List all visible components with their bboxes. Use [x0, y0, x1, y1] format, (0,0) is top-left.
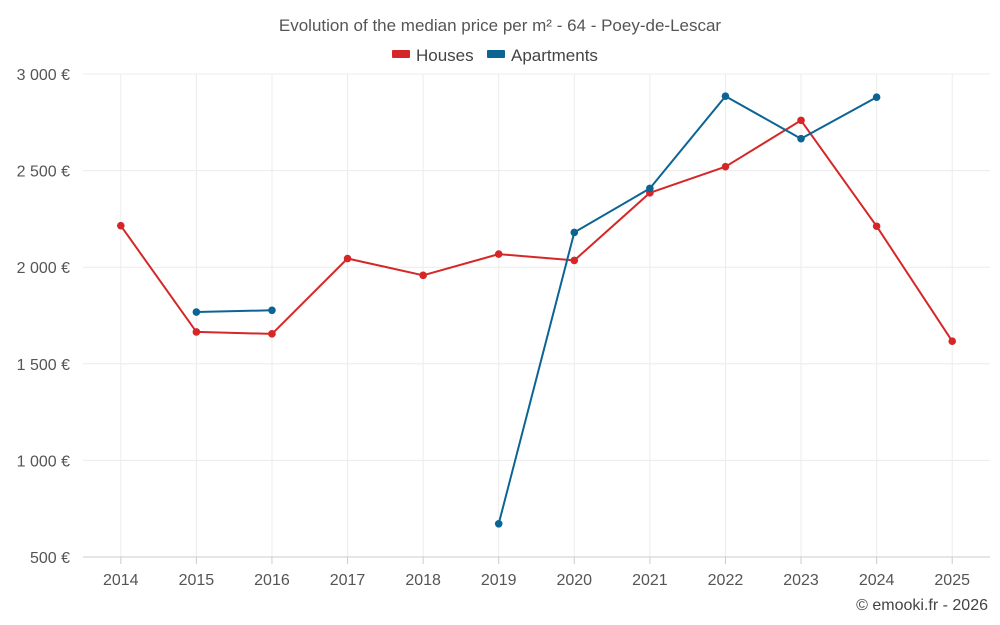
data-point-houses [192, 328, 201, 336]
data-point-apartments [646, 184, 654, 193]
x-tick-label: 2025 [934, 572, 970, 589]
data-point-apartments [872, 93, 881, 101]
chart-title: Evolution of the median price per m² - 6… [279, 16, 722, 35]
y-tick-label: 500 € [30, 550, 70, 567]
x-tick-label: 2021 [632, 572, 668, 589]
data-point-apartments [570, 228, 579, 237]
legend-item-houses: Houses [392, 46, 474, 65]
credit-text: © emooki.fr - 2026 [856, 597, 988, 614]
y-axis: 500 € 1 000 € 1 500 € 2 000 € 2 500 € 3 000 € [17, 67, 70, 567]
data-point-apartments [494, 519, 503, 528]
y-tick-label: 2 500 € [17, 164, 70, 181]
x-axis: 2014 2015 2016 2017 2018 2019 2020 2021 2022 2023… [83, 556, 990, 589]
x-tick-label: 2024 [859, 572, 895, 589]
data-point-apartments [721, 92, 730, 101]
data-point-apartments [192, 308, 201, 316]
y-tick-label: 3 000 € [17, 67, 70, 84]
series-line-apartments [196, 309, 273, 313]
legend-item-apartments: Apartments [487, 46, 598, 65]
x-tick-label: 2019 [481, 572, 517, 589]
series-apartments [192, 92, 881, 528]
data-point-apartments [268, 306, 276, 315]
x-tick-label: 2017 [330, 572, 366, 589]
legend: Houses Apartments [392, 46, 598, 65]
data-point-houses [494, 250, 503, 258]
data-point-houses [797, 116, 805, 125]
x-tick-label: 2015 [179, 572, 215, 589]
y-tick-label: 1 500 € [17, 357, 70, 374]
series-line-apartments [497, 95, 878, 525]
data-point-houses [419, 271, 427, 280]
x-tick-label: 2016 [254, 572, 290, 589]
y-tick-label: 1 000 € [17, 453, 70, 470]
grid-lines [83, 73, 990, 557]
data-point-houses [116, 221, 125, 230]
series-line-houses [119, 119, 954, 342]
series-houses [116, 116, 957, 345]
legend-swatch [487, 50, 505, 58]
data-point-apartments [797, 134, 805, 143]
legend-label: Houses [416, 46, 474, 65]
data-point-houses [570, 256, 579, 265]
x-tick-label: 2020 [556, 572, 592, 589]
series-layer [116, 92, 957, 528]
data-point-houses [268, 330, 276, 338]
x-tick-label: 2022 [708, 572, 744, 589]
legend-label: Apartments [511, 46, 598, 65]
y-tick-label: 2 000 € [17, 260, 70, 277]
x-tick-label: 2014 [103, 572, 139, 589]
data-point-houses [948, 337, 957, 345]
x-tick-label: 2018 [405, 572, 441, 589]
data-point-houses [721, 162, 730, 171]
legend-swatch [392, 50, 410, 58]
data-point-houses [872, 222, 881, 231]
x-tick-label: 2023 [783, 572, 819, 589]
data-point-houses [343, 254, 352, 263]
